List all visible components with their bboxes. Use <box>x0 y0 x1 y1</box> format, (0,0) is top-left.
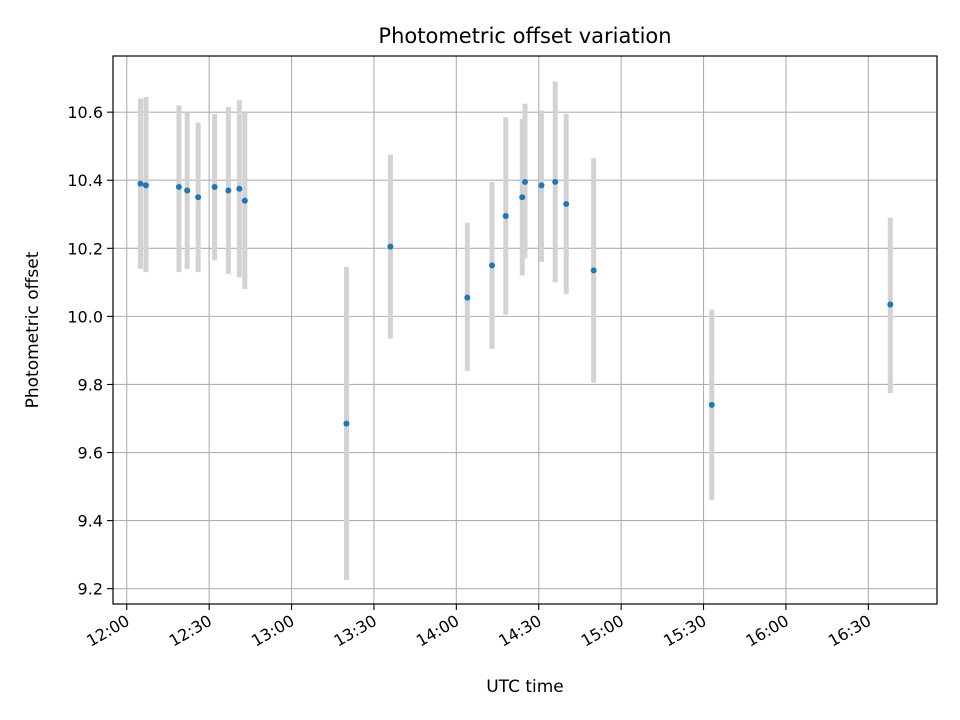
y-tick-label: 10.2 <box>67 239 103 258</box>
y-tick-label: 9.2 <box>78 580 103 599</box>
data-point <box>175 184 182 191</box>
y-axis-ticks: 9.2 9.4 9.6 9.8 10.0 10.2 10.4 10.6 <box>67 103 113 599</box>
data-point <box>708 401 715 408</box>
data-point <box>184 187 191 194</box>
data-point <box>142 182 149 189</box>
data-point <box>137 180 144 187</box>
data-point <box>522 178 528 185</box>
data-points <box>137 178 894 427</box>
y-tick-label: 10.0 <box>67 307 103 326</box>
data-point <box>225 187 232 194</box>
data-point <box>236 185 243 192</box>
y-tick-label: 10.6 <box>67 103 103 122</box>
data-point <box>502 212 509 219</box>
data-point <box>538 182 545 189</box>
data-point <box>489 262 496 269</box>
data-point <box>590 267 597 274</box>
data-point <box>464 294 471 301</box>
x-axis-label: UTC time <box>486 677 564 697</box>
data-point <box>519 194 526 201</box>
y-tick-label: 9.8 <box>78 375 103 394</box>
data-point <box>241 197 248 204</box>
data-point <box>387 243 394 250</box>
data-point <box>552 178 559 185</box>
data-point <box>211 184 218 191</box>
y-tick-label: 10.4 <box>67 171 103 190</box>
grid <box>113 56 937 604</box>
y-axis-label: Photometric offset <box>23 251 43 408</box>
axes-frame <box>112 55 938 605</box>
y-tick-label: 9.4 <box>78 512 103 531</box>
y-tick-label: 9.6 <box>78 444 103 463</box>
data-point <box>343 420 350 427</box>
chart-title: Photometric offset variation <box>378 24 671 48</box>
data-point <box>563 201 570 208</box>
data-point <box>195 194 202 201</box>
data-point <box>887 301 894 308</box>
